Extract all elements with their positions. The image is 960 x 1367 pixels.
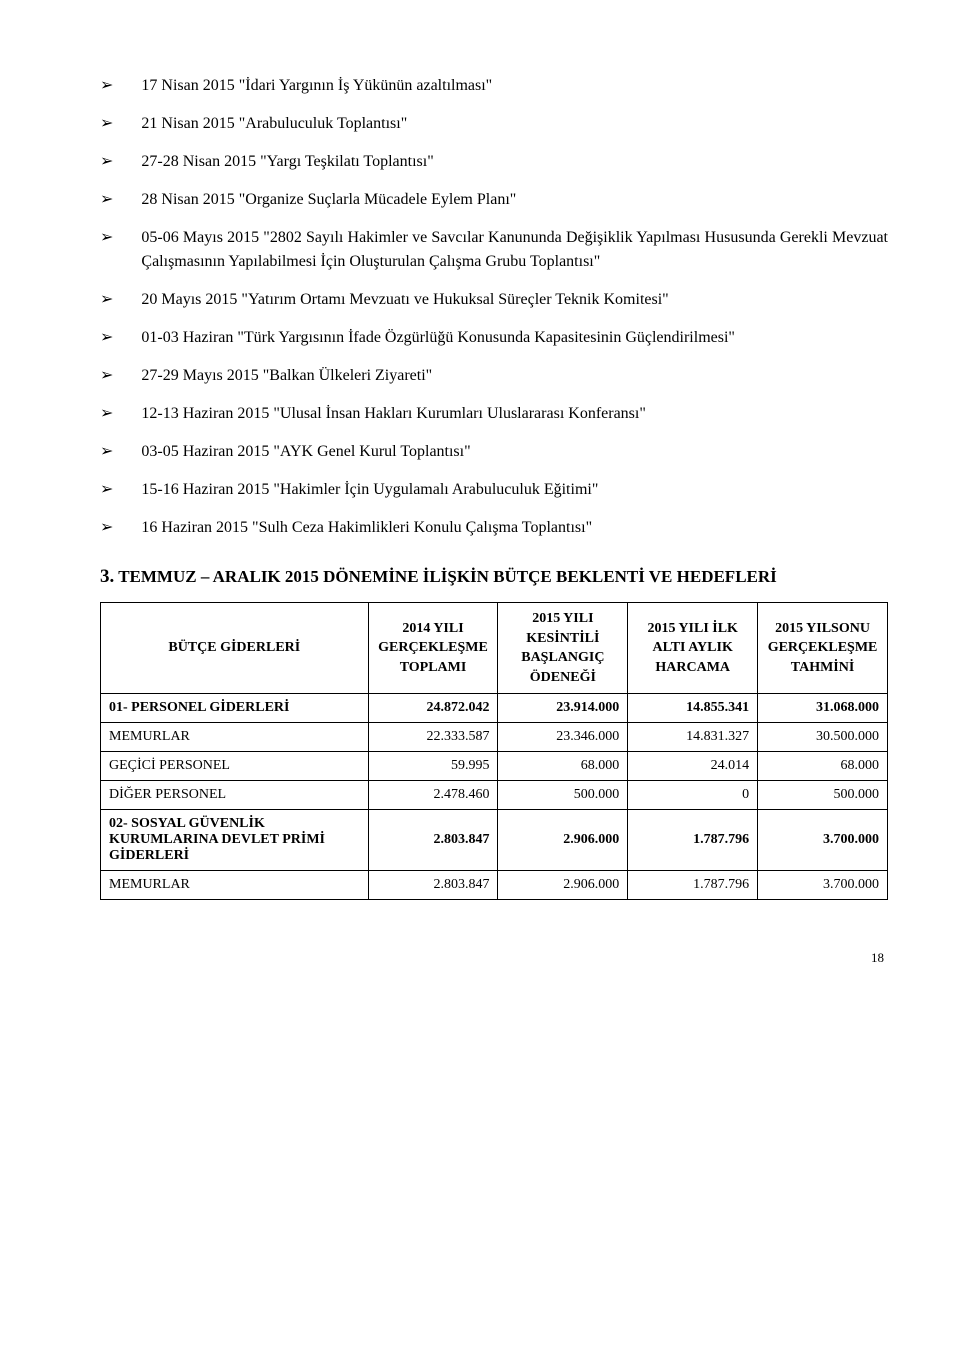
row-label: MEMURLAR: [101, 871, 369, 900]
row-value: 500.000: [758, 781, 888, 810]
bullet-text: 15-16 Haziran 2015 "Hakimler İçin Uygula…: [141, 478, 598, 502]
bullet-item: ➢ 03-05 Haziran 2015 "AYK Genel Kurul Top…: [100, 440, 888, 464]
bullet-text: 27-28 Nisan 2015 "Yargı Teşkilatı Toplan…: [141, 150, 433, 174]
table-header: BÜTÇE GİDERLERİ: [101, 603, 369, 694]
row-value: 2.803.847: [368, 810, 498, 871]
table-row: 01- PERSONEL GİDERLERİ24.872.04223.914.0…: [101, 694, 888, 723]
row-value: 3.700.000: [758, 871, 888, 900]
table-header-row: BÜTÇE GİDERLERİ 2014 YILI GERÇEKLEŞME TO…: [101, 603, 888, 694]
row-value: 31.068.000: [758, 694, 888, 723]
table-row: MEMURLAR22.333.58723.346.00014.831.32730…: [101, 723, 888, 752]
bullet-arrow-icon: ➢: [100, 288, 113, 312]
table-header: 2015 YILI İLK ALTI AYLIK HARCAMA: [628, 603, 758, 694]
bullet-item: ➢ 15-16 Haziran 2015 "Hakimler İçin Uygul…: [100, 478, 888, 502]
bullet-arrow-icon: ➢: [100, 150, 113, 174]
row-value: 14.855.341: [628, 694, 758, 723]
row-value: 24.014: [628, 752, 758, 781]
row-value: 22.333.587: [368, 723, 498, 752]
bullet-item: ➢ 28 Nisan 2015 "Organize Suçlarla Mücade…: [100, 188, 888, 212]
row-label: GEÇİCİ PERSONEL: [101, 752, 369, 781]
row-label: MEMURLAR: [101, 723, 369, 752]
table-row: 02- SOSYAL GÜVENLİK KURUMLARINA DEVLET P…: [101, 810, 888, 871]
bullet-text: 05-06 Mayıs 2015 "2802 Sayılı Hakimler v…: [141, 226, 888, 274]
row-value: 3.700.000: [758, 810, 888, 871]
row-label: 01- PERSONEL GİDERLERİ: [101, 694, 369, 723]
bullet-text: 21 Nisan 2015 "Arabuluculuk Toplantısı": [141, 112, 407, 136]
row-value: 24.872.042: [368, 694, 498, 723]
row-value: 68.000: [498, 752, 628, 781]
row-value: 30.500.000: [758, 723, 888, 752]
row-label: 02- SOSYAL GÜVENLİK KURUMLARINA DEVLET P…: [101, 810, 369, 871]
table-header: 2015 YILSONU GERÇEKLEŞME TAHMİNİ: [758, 603, 888, 694]
bullet-item: ➢ 05-06 Mayıs 2015 "2802 Sayılı Hakimler …: [100, 226, 888, 274]
row-label: DİĞER PERSONEL: [101, 781, 369, 810]
bullet-item: ➢ 20 Mayıs 2015 "Yatırım Ortamı Mevzuatı …: [100, 288, 888, 312]
row-value: 23.914.000: [498, 694, 628, 723]
table-header: 2015 YILI KESİNTİLİ BAŞLANGIÇ ÖDENEĞİ: [498, 603, 628, 694]
section-number: 3.: [100, 566, 114, 587]
bullet-text: 20 Mayıs 2015 "Yatırım Ortamı Mevzuatı v…: [141, 288, 668, 312]
bullet-text: 28 Nisan 2015 "Organize Suçlarla Mücadel…: [141, 188, 516, 212]
bullet-text: 17 Nisan 2015 "İdari Yargının İş Yükünün…: [141, 74, 492, 98]
bullet-arrow-icon: ➢: [100, 74, 113, 98]
row-value: 2.906.000: [498, 810, 628, 871]
row-value: 14.831.327: [628, 723, 758, 752]
bullet-text: 01-03 Haziran "Türk Yargısının İfade Özg…: [141, 326, 735, 350]
bullet-item: ➢ 12-13 Haziran 2015 "Ulusal İnsan Haklar…: [100, 402, 888, 426]
row-value: 2.803.847: [368, 871, 498, 900]
bullet-item: ➢ 21 Nisan 2015 "Arabuluculuk Toplantısı": [100, 112, 888, 136]
bullet-arrow-icon: ➢: [100, 188, 113, 212]
bullet-item: ➢ 16 Haziran 2015 "Sulh Ceza Hakimlikleri…: [100, 516, 888, 540]
bullet-arrow-icon: ➢: [100, 478, 113, 502]
row-value: 500.000: [498, 781, 628, 810]
bullet-arrow-icon: ➢: [100, 516, 113, 540]
bullet-arrow-icon: ➢: [100, 226, 113, 250]
row-value: 68.000: [758, 752, 888, 781]
row-value: 1.787.796: [628, 871, 758, 900]
table-header: 2014 YILI GERÇEKLEŞME TOPLAMI: [368, 603, 498, 694]
row-value: 23.346.000: [498, 723, 628, 752]
bullet-item: ➢ 17 Nisan 2015 "İdari Yargının İş Yükünü…: [100, 74, 888, 98]
page-number: 18: [100, 950, 888, 966]
bullet-text: 27-29 Mayıs 2015 "Balkan Ülkeleri Ziyare…: [141, 364, 432, 388]
bullet-item: ➢ 01-03 Haziran "Türk Yargısının İfade Öz…: [100, 326, 888, 350]
section-title: TEMMUZ – ARALIK 2015 DÖNEMİNE İLİŞKİN BÜ…: [118, 567, 777, 586]
bullet-arrow-icon: ➢: [100, 440, 113, 464]
bullet-text: 16 Haziran 2015 "Sulh Ceza Hakimlikleri …: [141, 516, 592, 540]
table-row: MEMURLAR2.803.8472.906.0001.787.7963.700…: [101, 871, 888, 900]
bullet-text: 12-13 Haziran 2015 "Ulusal İnsan Hakları…: [141, 402, 645, 426]
row-value: 2.906.000: [498, 871, 628, 900]
row-value: 0: [628, 781, 758, 810]
table-row: DİĞER PERSONEL2.478.460500.0000500.000: [101, 781, 888, 810]
bullet-arrow-icon: ➢: [100, 402, 113, 426]
row-value: 1.787.796: [628, 810, 758, 871]
row-value: 2.478.460: [368, 781, 498, 810]
budget-table: BÜTÇE GİDERLERİ 2014 YILI GERÇEKLEŞME TO…: [100, 602, 888, 900]
bullet-item: ➢ 27-29 Mayıs 2015 "Balkan Ülkeleri Ziyar…: [100, 364, 888, 388]
bullet-arrow-icon: ➢: [100, 112, 113, 136]
bullet-arrow-icon: ➢: [100, 364, 113, 388]
row-value: 59.995: [368, 752, 498, 781]
bullet-text: 03-05 Haziran 2015 "AYK Genel Kurul Topl…: [141, 440, 470, 464]
bullet-arrow-icon: ➢: [100, 326, 113, 350]
bullet-item: ➢ 27-28 Nisan 2015 "Yargı Teşkilatı Topla…: [100, 150, 888, 174]
section-heading: 3. TEMMUZ – ARALIK 2015 DÖNEMİNE İLİŞKİN…: [100, 566, 888, 588]
table-row: GEÇİCİ PERSONEL59.99568.00024.01468.000: [101, 752, 888, 781]
